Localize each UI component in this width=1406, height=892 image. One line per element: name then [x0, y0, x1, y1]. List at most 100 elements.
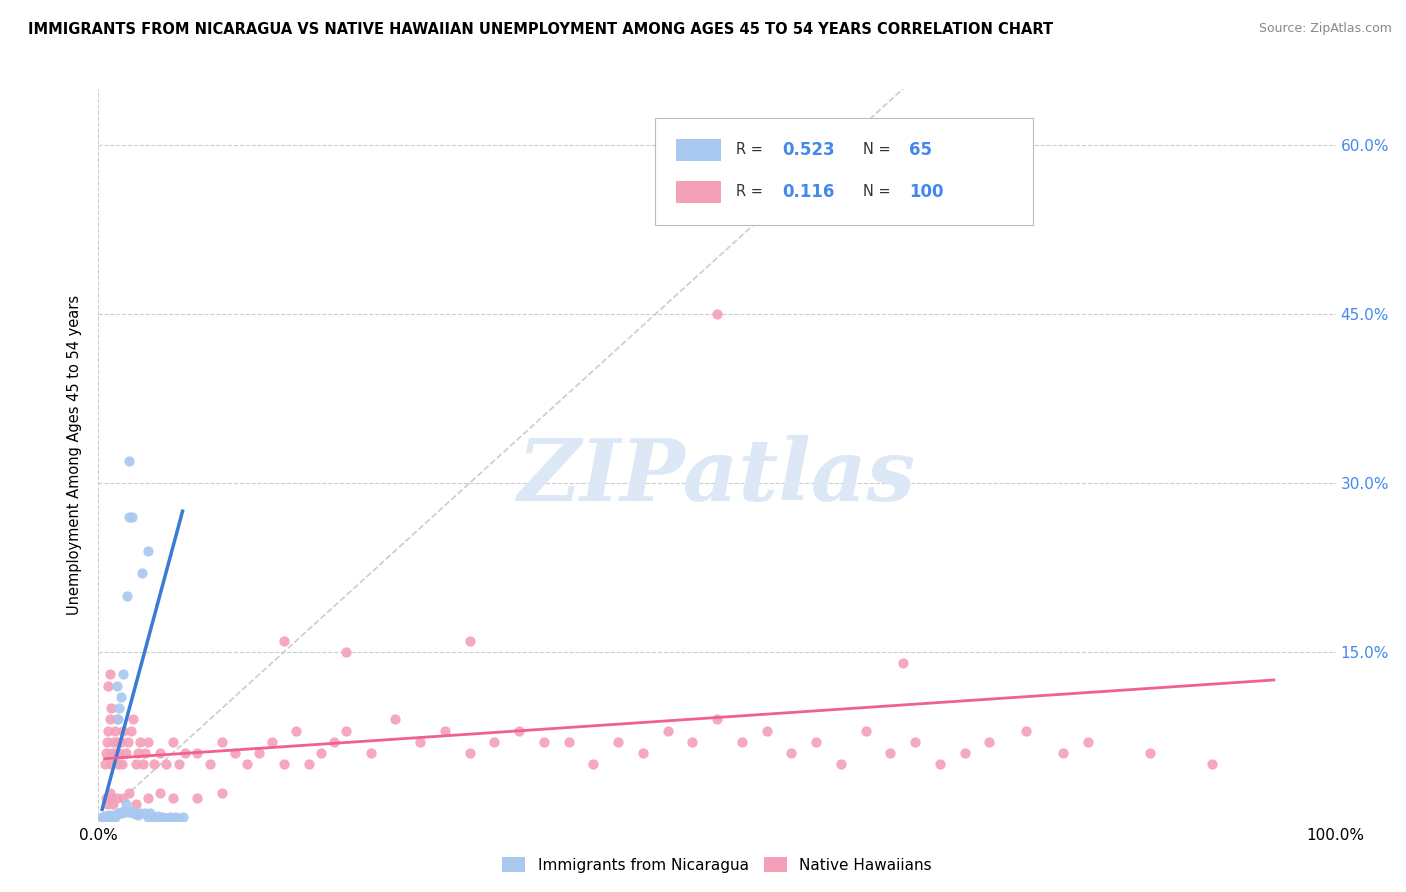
Point	[97, 811, 120, 825]
Point	[97, 810, 120, 824]
Point	[247, 746, 270, 760]
Point	[97, 809, 120, 823]
Point	[236, 757, 259, 772]
Point	[979, 735, 1001, 749]
Text: 0.116: 0.116	[783, 183, 835, 201]
Point	[508, 723, 530, 738]
Point	[103, 797, 125, 811]
Point	[152, 810, 174, 824]
Point	[533, 735, 555, 749]
Point	[146, 809, 169, 823]
Point	[458, 633, 481, 648]
Point	[755, 723, 778, 738]
Point	[120, 804, 142, 818]
Point	[103, 735, 125, 749]
Point	[136, 543, 159, 558]
Bar	[676, 139, 721, 161]
Point	[112, 804, 135, 818]
Point	[855, 723, 877, 738]
Text: Source: ZipAtlas.com: Source: ZipAtlas.com	[1258, 22, 1392, 36]
Point	[224, 746, 246, 760]
Point	[118, 785, 141, 799]
Point	[360, 746, 382, 760]
Point	[484, 735, 506, 749]
Point	[309, 746, 332, 760]
Point	[631, 746, 654, 760]
Point	[149, 785, 172, 799]
Point	[129, 735, 152, 749]
Point	[124, 805, 146, 819]
Point	[1015, 723, 1038, 738]
Point	[136, 791, 159, 805]
Point	[103, 811, 125, 825]
Point	[98, 785, 121, 799]
Point	[100, 810, 122, 824]
Point	[167, 811, 190, 825]
Point	[409, 735, 432, 749]
Point	[111, 757, 134, 772]
Point	[117, 805, 139, 819]
Point	[1077, 735, 1099, 749]
Point	[273, 633, 295, 648]
Point	[657, 723, 679, 738]
Point	[121, 509, 143, 524]
Point	[124, 806, 146, 821]
Point	[93, 811, 115, 825]
Point	[98, 810, 121, 824]
Point	[96, 810, 118, 824]
Legend: Immigrants from Nicaragua, Native Hawaiians: Immigrants from Nicaragua, Native Hawaii…	[496, 851, 938, 879]
Point	[100, 757, 122, 772]
Point	[94, 809, 117, 823]
Point	[91, 810, 114, 824]
FancyBboxPatch shape	[655, 119, 1032, 225]
Point	[879, 746, 901, 760]
Text: IMMIGRANTS FROM NICARAGUA VS NATIVE HAWAIIAN UNEMPLOYMENT AMONG AGES 45 TO 54 YE: IMMIGRANTS FROM NICARAGUA VS NATIVE HAWA…	[28, 22, 1053, 37]
Point	[132, 757, 155, 772]
Point	[96, 797, 118, 811]
Point	[101, 810, 124, 824]
Point	[131, 566, 153, 580]
Point	[134, 805, 156, 820]
Point	[162, 811, 184, 825]
Point	[384, 712, 406, 726]
Point	[94, 746, 117, 760]
Point	[211, 735, 233, 749]
Point	[100, 808, 122, 822]
Point	[165, 810, 187, 824]
Point	[198, 757, 221, 772]
Point	[681, 735, 703, 749]
Point	[804, 735, 827, 749]
Point	[105, 735, 128, 749]
Point	[97, 679, 120, 693]
Point	[706, 712, 728, 726]
Point	[155, 811, 177, 825]
Point	[103, 810, 125, 824]
Point	[1052, 746, 1074, 760]
Point	[94, 810, 117, 824]
Text: N =: N =	[863, 184, 896, 199]
Point	[98, 810, 121, 824]
Point	[159, 810, 181, 824]
Point	[105, 806, 128, 821]
Text: 65: 65	[908, 141, 932, 159]
Point	[953, 746, 976, 760]
Point	[830, 757, 852, 772]
Point	[105, 791, 128, 805]
Point	[162, 735, 184, 749]
Point	[100, 809, 122, 823]
Point	[127, 808, 149, 822]
Point	[155, 757, 177, 772]
Point	[273, 757, 295, 772]
Point	[120, 723, 142, 738]
Point	[433, 723, 456, 738]
Point	[101, 746, 124, 760]
Point	[1139, 746, 1161, 760]
Point	[134, 746, 156, 760]
Point	[110, 690, 132, 704]
Point	[458, 746, 481, 760]
Point	[322, 735, 344, 749]
Point	[107, 757, 129, 772]
Point	[607, 735, 630, 749]
Text: 100: 100	[908, 183, 943, 201]
Point	[96, 811, 118, 825]
